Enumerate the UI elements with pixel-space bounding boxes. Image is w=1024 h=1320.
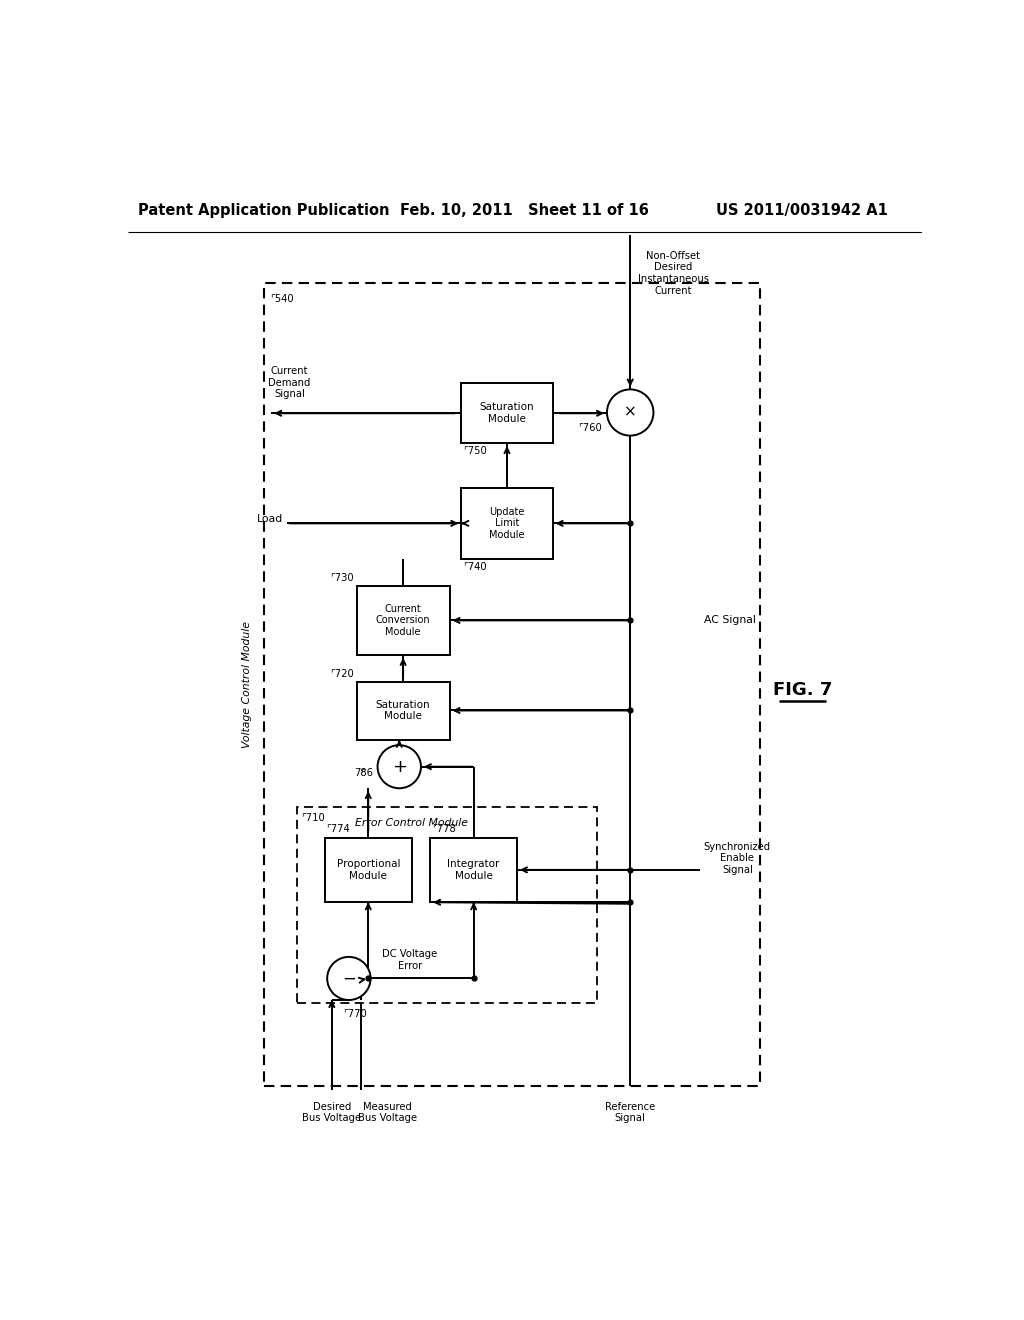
Text: Non-Offset
Desired
Instantaneous
Current: Non-Offset Desired Instantaneous Current bbox=[638, 251, 709, 296]
Circle shape bbox=[378, 744, 421, 788]
Text: ⌜: ⌜ bbox=[359, 770, 365, 779]
Text: ⌜740: ⌜740 bbox=[463, 562, 486, 572]
Text: ⌜750: ⌜750 bbox=[463, 446, 486, 457]
Text: Voltage Control Module: Voltage Control Module bbox=[242, 620, 252, 748]
Text: Error Control Module: Error Control Module bbox=[355, 817, 468, 828]
Text: +: + bbox=[392, 758, 407, 776]
Text: ⌜778: ⌜778 bbox=[432, 825, 456, 834]
Bar bbox=[325, 838, 412, 903]
Bar bbox=[430, 838, 517, 903]
Text: AC Signal: AC Signal bbox=[703, 615, 756, 626]
Text: Synchronized
Enable
Signal: Synchronized Enable Signal bbox=[703, 842, 771, 875]
Text: ⌜540: ⌜540 bbox=[270, 294, 294, 304]
Bar bbox=[297, 807, 597, 1003]
Text: −: − bbox=[342, 969, 355, 987]
Text: Measured
Bus Voltage: Measured Bus Voltage bbox=[358, 1102, 417, 1123]
Text: Integrator
Module: Integrator Module bbox=[447, 859, 500, 880]
Bar bbox=[356, 586, 450, 655]
Text: Reference
Signal: Reference Signal bbox=[605, 1102, 655, 1123]
Text: Patent Application Publication: Patent Application Publication bbox=[138, 203, 389, 218]
Bar bbox=[356, 682, 450, 739]
Text: DC Voltage
Error: DC Voltage Error bbox=[382, 949, 437, 970]
Text: ⌜774: ⌜774 bbox=[327, 825, 350, 834]
Text: Proportional
Module: Proportional Module bbox=[337, 859, 400, 880]
Text: ⌜770: ⌜770 bbox=[343, 1010, 367, 1019]
Bar bbox=[263, 284, 760, 1086]
Text: FIG. 7: FIG. 7 bbox=[772, 681, 831, 698]
Text: Feb. 10, 2011   Sheet 11 of 16: Feb. 10, 2011 Sheet 11 of 16 bbox=[400, 203, 649, 218]
Text: ⌜710: ⌜710 bbox=[302, 813, 326, 822]
Text: ⌜730: ⌜730 bbox=[330, 573, 353, 582]
Text: Saturation
Module: Saturation Module bbox=[479, 403, 535, 424]
Circle shape bbox=[328, 957, 371, 1001]
Text: Saturation
Module: Saturation Module bbox=[376, 700, 430, 721]
Text: 786: 786 bbox=[354, 768, 373, 777]
Text: Current
Conversion
Module: Current Conversion Module bbox=[376, 603, 430, 638]
Bar bbox=[461, 383, 553, 444]
Text: Current
Demand
Signal: Current Demand Signal bbox=[268, 366, 310, 400]
Text: ×: × bbox=[624, 405, 637, 420]
Text: US 2011/0031942 A1: US 2011/0031942 A1 bbox=[717, 203, 888, 218]
Bar bbox=[461, 488, 553, 558]
Text: Update
Limit
Module: Update Limit Module bbox=[489, 507, 524, 540]
Circle shape bbox=[607, 389, 653, 436]
Text: ⌜760: ⌜760 bbox=[579, 424, 602, 433]
Text: Load: Load bbox=[257, 513, 283, 524]
Text: ⌜720: ⌜720 bbox=[330, 669, 353, 678]
Text: Desired
Bus Voltage: Desired Bus Voltage bbox=[302, 1102, 361, 1123]
